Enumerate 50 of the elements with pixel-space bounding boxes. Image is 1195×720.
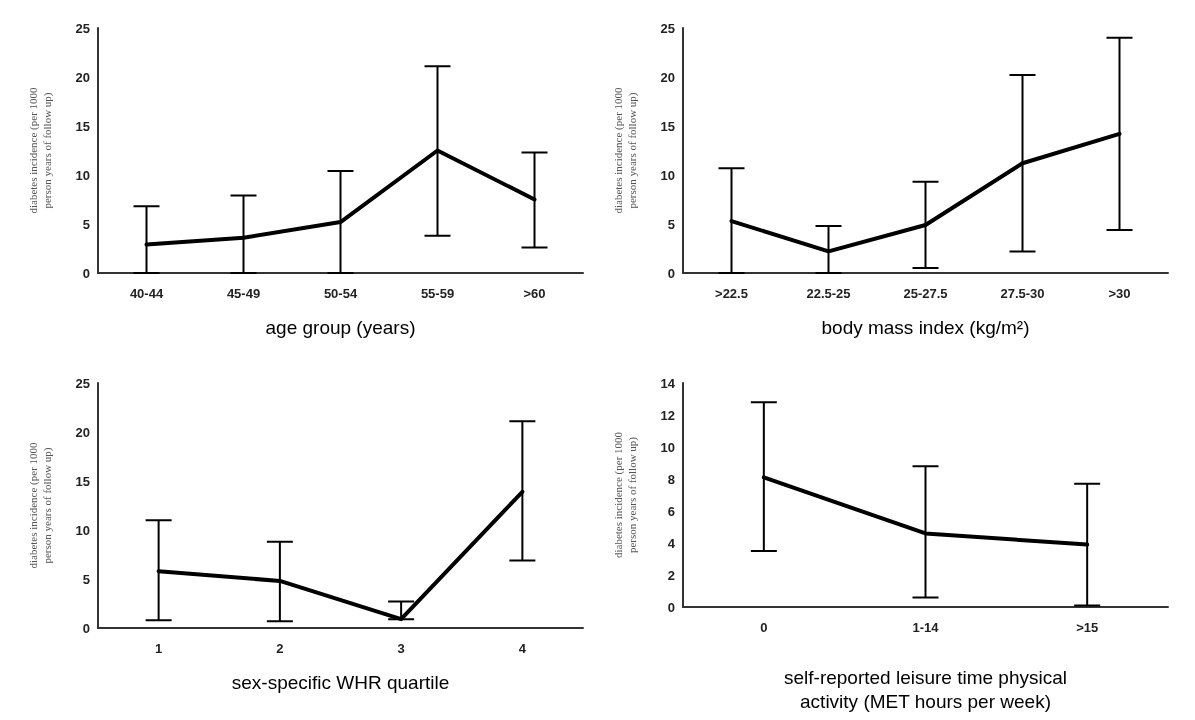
y-tick-label: 10 xyxy=(660,167,675,183)
x-axis-title: self-reported leisure time physical activity (MET hours per week) xyxy=(783,666,1068,712)
x-tick-label: 27.5-30 xyxy=(1000,286,1045,301)
x-axis-title: sex-specific WHR quartile xyxy=(231,671,450,693)
y-tick-label: 15 xyxy=(75,473,90,489)
x-tick-label: 4 xyxy=(518,641,527,656)
y-tick-label: 25 xyxy=(660,20,675,36)
x-tick-label: 45-49 xyxy=(226,286,261,301)
y-tick-label: 10 xyxy=(75,167,90,183)
x-tick-label: 0 xyxy=(760,620,768,635)
y-tick-label: 5 xyxy=(82,216,90,232)
x-tick-label: >60 xyxy=(523,286,546,301)
y-tick-label: 2 xyxy=(667,567,675,583)
y-tick-label: 8 xyxy=(667,471,675,487)
y-tick-label: 14 xyxy=(660,375,676,391)
y-tick-label: 0 xyxy=(667,265,675,281)
x-tick-label: 25-27.5 xyxy=(903,286,948,301)
y-tick-label: 4 xyxy=(667,535,676,551)
y-tick-label: 0 xyxy=(667,599,675,615)
y-tick-label: 15 xyxy=(75,118,90,134)
x-tick-label: 1 xyxy=(155,641,163,656)
x-tick-label: >30 xyxy=(1108,286,1131,301)
y-tick-label: 25 xyxy=(75,20,90,36)
y-tick-label: 10 xyxy=(660,439,675,455)
y-axis-title: diabetes incidence (per 1000 person years of follow up) xyxy=(27,441,54,569)
y-tick-label: 5 xyxy=(667,216,675,232)
x-tick-label: 55-59 xyxy=(420,286,455,301)
y-tick-label: 6 xyxy=(667,503,675,519)
y-tick-label: 20 xyxy=(75,69,90,85)
y-tick-label: 10 xyxy=(75,522,90,538)
y-axis-title: diabetes incidence (per 1000 person years of follow up) xyxy=(612,431,639,559)
y-tick-label: 20 xyxy=(75,424,90,440)
y-tick-label: 5 xyxy=(82,571,90,587)
y-tick-label: 12 xyxy=(660,407,675,423)
x-axis-title: body mass index (kg/m²) xyxy=(821,316,1030,338)
y-tick-label: 20 xyxy=(660,69,675,85)
y-tick-label: 25 xyxy=(75,375,90,391)
x-tick-label: 50-54 xyxy=(323,286,358,301)
x-tick-label: 3 xyxy=(397,641,405,656)
x-tick-label: >15 xyxy=(1076,620,1099,635)
x-tick-label: 2 xyxy=(276,641,284,656)
y-axis-title: diabetes incidence (per 1000 person years of follow up) xyxy=(27,86,54,214)
x-axis-title: age group (years) xyxy=(265,316,416,338)
y-tick-label: 0 xyxy=(82,265,90,281)
y-tick-label: 15 xyxy=(660,118,675,134)
y-axis-title: diabetes incidence (per 1000 person years of follow up) xyxy=(612,86,639,214)
x-tick-label: 1-14 xyxy=(912,620,940,635)
x-tick-label: >22.5 xyxy=(715,286,748,301)
x-tick-label: 40-44 xyxy=(129,286,164,301)
x-tick-label: 22.5-25 xyxy=(806,286,851,301)
